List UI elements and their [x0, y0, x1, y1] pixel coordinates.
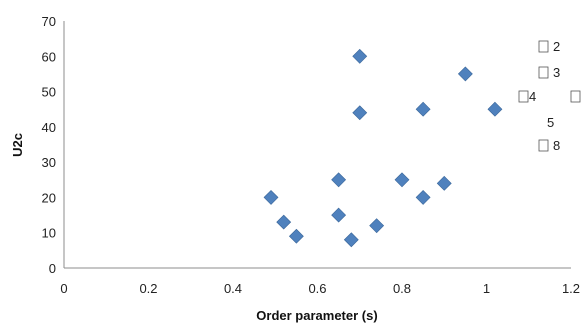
- data-point: [331, 207, 347, 223]
- legend-label-4: 4: [529, 89, 536, 104]
- data-point: [352, 105, 368, 121]
- x-axis-title: Order parameter (s): [256, 308, 377, 323]
- x-tick-label: 0.4: [224, 281, 242, 296]
- data-point: [436, 175, 452, 191]
- legend-label-3: 3: [553, 65, 560, 80]
- data-point: [288, 228, 304, 244]
- x-tick-label: 0.8: [393, 281, 411, 296]
- x-tick-label: 1: [483, 281, 490, 296]
- x-tick-labels: 0 0.2 0.4 0.6 0.8 1 1.2: [60, 281, 580, 296]
- y-tick-label: 30: [42, 155, 56, 170]
- axes: [63, 21, 571, 269]
- legend-label-5: 5: [547, 115, 554, 130]
- y-tick-label: 40: [42, 120, 56, 135]
- data-point: [352, 48, 368, 64]
- legend: 2 3 4 5 8: [518, 39, 581, 153]
- x-tick-label: 0: [60, 281, 67, 296]
- legend-entry-3: 3: [538, 65, 560, 80]
- legend-entry-2: 2: [538, 39, 560, 54]
- x-tick-label: 0.2: [139, 281, 157, 296]
- y-tick-label: 70: [42, 14, 56, 29]
- x-tick-label: 1.2: [562, 281, 580, 296]
- x-tick-label: 0.6: [308, 281, 326, 296]
- data-point: [394, 172, 410, 188]
- y-tick-labels: 0 10 20 30 40 50 60 70: [42, 14, 56, 276]
- legend-marker-4: [518, 90, 529, 103]
- y-tick-label: 10: [42, 226, 56, 241]
- y-axis-title: U2c: [10, 133, 25, 157]
- legend-marker-5: [570, 90, 581, 103]
- legend-label-8: 8: [553, 138, 560, 153]
- legend-marker-2: [538, 40, 549, 53]
- legend-label-2: 2: [553, 39, 560, 54]
- y-tick-label: 60: [42, 49, 56, 64]
- data-points: [263, 48, 503, 248]
- legend-marker-3: [538, 66, 549, 79]
- data-point: [457, 66, 473, 82]
- data-point: [415, 101, 431, 117]
- legend-marker-8: [538, 139, 549, 152]
- y-tick-label: 20: [42, 190, 56, 205]
- y-tick-label: 50: [42, 85, 56, 100]
- data-point: [343, 232, 359, 248]
- y-tick-label: 0: [49, 261, 56, 276]
- data-point: [487, 101, 503, 117]
- legend-entry-5: 5: [547, 90, 581, 130]
- data-point: [415, 190, 431, 205]
- data-point: [263, 190, 279, 205]
- legend-entry-4: 4: [518, 89, 536, 104]
- data-point: [331, 172, 347, 188]
- legend-entry-8: 8: [538, 138, 560, 153]
- data-point: [369, 218, 385, 234]
- data-point: [276, 214, 292, 230]
